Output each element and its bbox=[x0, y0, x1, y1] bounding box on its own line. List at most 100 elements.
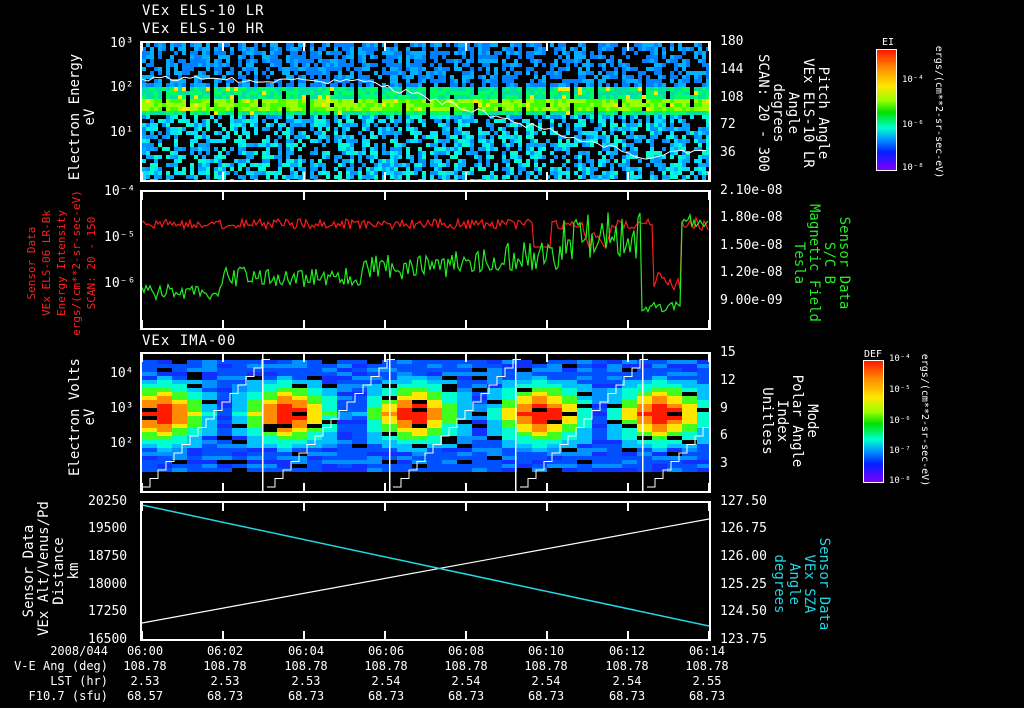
title-els-lr: VEx ELS-10 LR bbox=[142, 3, 265, 19]
footer-cell-times: 06:06 bbox=[367, 644, 405, 658]
def-colorbar-title: DEF bbox=[864, 349, 883, 360]
sza-ytick: 123.75 bbox=[720, 632, 767, 647]
sza-right-axis-label: Sensor Data VEx SZA Angle degrees bbox=[771, 537, 832, 631]
footer-label-date: 2008/044 bbox=[50, 644, 108, 658]
intensity-left-axis-label: Sensor Data VEx ELS-06 LR-Bk Energy Inte… bbox=[25, 190, 98, 336]
footer-cell-lst: 2.53 bbox=[210, 674, 240, 688]
footer-cell-lst: 2.54 bbox=[612, 674, 642, 688]
distance-ytick: 20250 bbox=[88, 494, 128, 509]
distance-ytick: 17250 bbox=[88, 604, 128, 619]
footer-cell-times: 06:08 bbox=[447, 644, 485, 658]
footer-cell-ve-ang: 108.78 bbox=[203, 659, 247, 673]
els-spectrogram bbox=[142, 43, 709, 180]
intensity-ytick: 10⁻⁴ bbox=[104, 184, 136, 199]
footer-cell-ve-ang: 108.78 bbox=[284, 659, 328, 673]
polar-ytick: 3 bbox=[720, 456, 728, 471]
footer-cell-f107: 68.73 bbox=[287, 689, 325, 703]
intensity-field-panel bbox=[140, 190, 711, 330]
sza-ytick: 126.75 bbox=[720, 521, 767, 536]
footer-cell-f107: 68.73 bbox=[608, 689, 646, 703]
def-colorbar-tick: 10⁻⁵ bbox=[889, 385, 911, 395]
footer-cell-lst: 2.54 bbox=[531, 674, 561, 688]
field-ytick: 1.20e-08 bbox=[720, 265, 783, 280]
els-ytick: 10³ bbox=[110, 36, 134, 51]
footer-cell-ve-ang: 108.78 bbox=[685, 659, 729, 673]
intensity-field-plot bbox=[142, 192, 709, 328]
polar-right-axis-label: Mode Polar Angle Index Unitless bbox=[759, 374, 820, 468]
ima-ytick: 10⁴ bbox=[110, 366, 134, 381]
def-colorbar-tick: 10⁻⁷ bbox=[889, 446, 911, 456]
footer-cell-lst: 2.53 bbox=[291, 674, 321, 688]
polar-ytick: 15 bbox=[720, 345, 736, 360]
footer-label-lst: LST (hr) bbox=[50, 674, 108, 688]
footer-cell-ve-ang: 108.78 bbox=[524, 659, 568, 673]
footer-cell-ve-ang: 108.78 bbox=[123, 659, 167, 673]
footer-cell-f107: 68.73 bbox=[206, 689, 244, 703]
field-ytick: 2.10e-08 bbox=[720, 183, 783, 198]
ei-colorbar-tick: 10⁻⁴ bbox=[902, 75, 924, 85]
intensity-ytick: 10⁻⁶ bbox=[104, 276, 136, 291]
field-right-axis-label: Sensor Data S/C B Magnetic Field Tesla bbox=[791, 203, 852, 322]
sza-ytick: 127.50 bbox=[720, 494, 767, 509]
footer-cell-f107: 68.73 bbox=[527, 689, 565, 703]
footer-cell-times: 06:02 bbox=[206, 644, 244, 658]
distance-ytick: 19500 bbox=[88, 521, 128, 536]
ima-spectrogram bbox=[142, 354, 709, 491]
footer-cell-lst: 2.54 bbox=[371, 674, 401, 688]
ima-left-axis-label: Electron Volts eV bbox=[67, 358, 98, 477]
intensity-ytick: 10⁻⁵ bbox=[104, 230, 136, 245]
field-ytick: 1.80e-08 bbox=[720, 210, 783, 225]
distance-sza-panel bbox=[140, 501, 711, 641]
pitch-ytick: 180 bbox=[720, 34, 744, 49]
footer-cell-f107: 68.73 bbox=[688, 689, 726, 703]
polar-ytick: 12 bbox=[720, 373, 736, 388]
ei-colorbar-title: EI bbox=[882, 37, 895, 48]
els-left-axis-label: Electron Energy eV bbox=[67, 53, 98, 181]
footer-cell-f107: 68.73 bbox=[367, 689, 405, 703]
field-ytick: 9.00e-09 bbox=[720, 293, 783, 308]
title-ima: VEx IMA-00 bbox=[142, 333, 237, 349]
footer-cell-times: 06:12 bbox=[608, 644, 646, 658]
title-els-hr: VEx ELS-10 HR bbox=[142, 21, 265, 37]
pitch-ytick: 108 bbox=[720, 90, 744, 105]
sza-ytick: 126.00 bbox=[720, 549, 767, 564]
ei-colorbar-tick: 10⁻⁶ bbox=[902, 120, 924, 130]
distance-ytick: 18750 bbox=[88, 549, 128, 564]
ei-colorbar bbox=[876, 49, 897, 171]
def-colorbar-tick: 10⁻⁸ bbox=[889, 476, 911, 486]
sza-ytick: 125.25 bbox=[720, 577, 767, 592]
footer-cell-lst: 2.55 bbox=[692, 674, 722, 688]
pitch-ytick: 144 bbox=[720, 62, 744, 77]
ima-ytick: 10² bbox=[110, 436, 134, 451]
footer-cell-ve-ang: 108.78 bbox=[444, 659, 488, 673]
footer-cell-lst: 2.53 bbox=[130, 674, 160, 688]
footer-cell-f107: 68.57 bbox=[126, 689, 164, 703]
els-ytick: 10² bbox=[110, 80, 134, 95]
footer-cell-lst: 2.54 bbox=[451, 674, 481, 688]
pitch-ytick: 72 bbox=[720, 117, 736, 132]
distance-ytick: 16500 bbox=[88, 632, 128, 647]
def-colorbar-units: ergs/(cm**2-sr-sec-eV) bbox=[919, 353, 930, 487]
sza-ytick: 124.50 bbox=[720, 604, 767, 619]
footer-cell-times: 06:04 bbox=[287, 644, 325, 658]
def-colorbar-tick: 10⁻⁴ bbox=[889, 354, 911, 364]
footer-cell-times: 06:00 bbox=[126, 644, 164, 658]
pitch-right-axis-label: Pitch Angle VEx ELS-10 LR Angle degrees … bbox=[755, 53, 831, 172]
def-colorbar bbox=[863, 360, 884, 483]
els-ytick: 10¹ bbox=[110, 125, 134, 140]
pitch-ytick: 36 bbox=[720, 145, 736, 160]
footer-cell-times: 06:10 bbox=[527, 644, 565, 658]
ima-ytick: 10³ bbox=[110, 401, 134, 416]
distance-ytick: 18000 bbox=[88, 577, 128, 592]
footer-label-f107: F10.7 (sfu) bbox=[28, 689, 108, 703]
ima-spectrogram-panel bbox=[140, 352, 711, 493]
ei-colorbar-tick: 10⁻⁸ bbox=[902, 163, 924, 173]
field-ytick: 1.50e-08 bbox=[720, 238, 783, 253]
footer-cell-times: 06:14 bbox=[688, 644, 726, 658]
footer-cell-ve-ang: 108.78 bbox=[364, 659, 408, 673]
footer-cell-ve-ang: 108.78 bbox=[605, 659, 649, 673]
ei-colorbar-units: ergs/(cm**2-sr-sec-eV) bbox=[933, 45, 944, 179]
polar-ytick: 9 bbox=[720, 401, 728, 416]
footer-label-ve-ang: V-E Ang (deg) bbox=[14, 659, 108, 673]
els-spectrogram-panel bbox=[140, 41, 711, 182]
